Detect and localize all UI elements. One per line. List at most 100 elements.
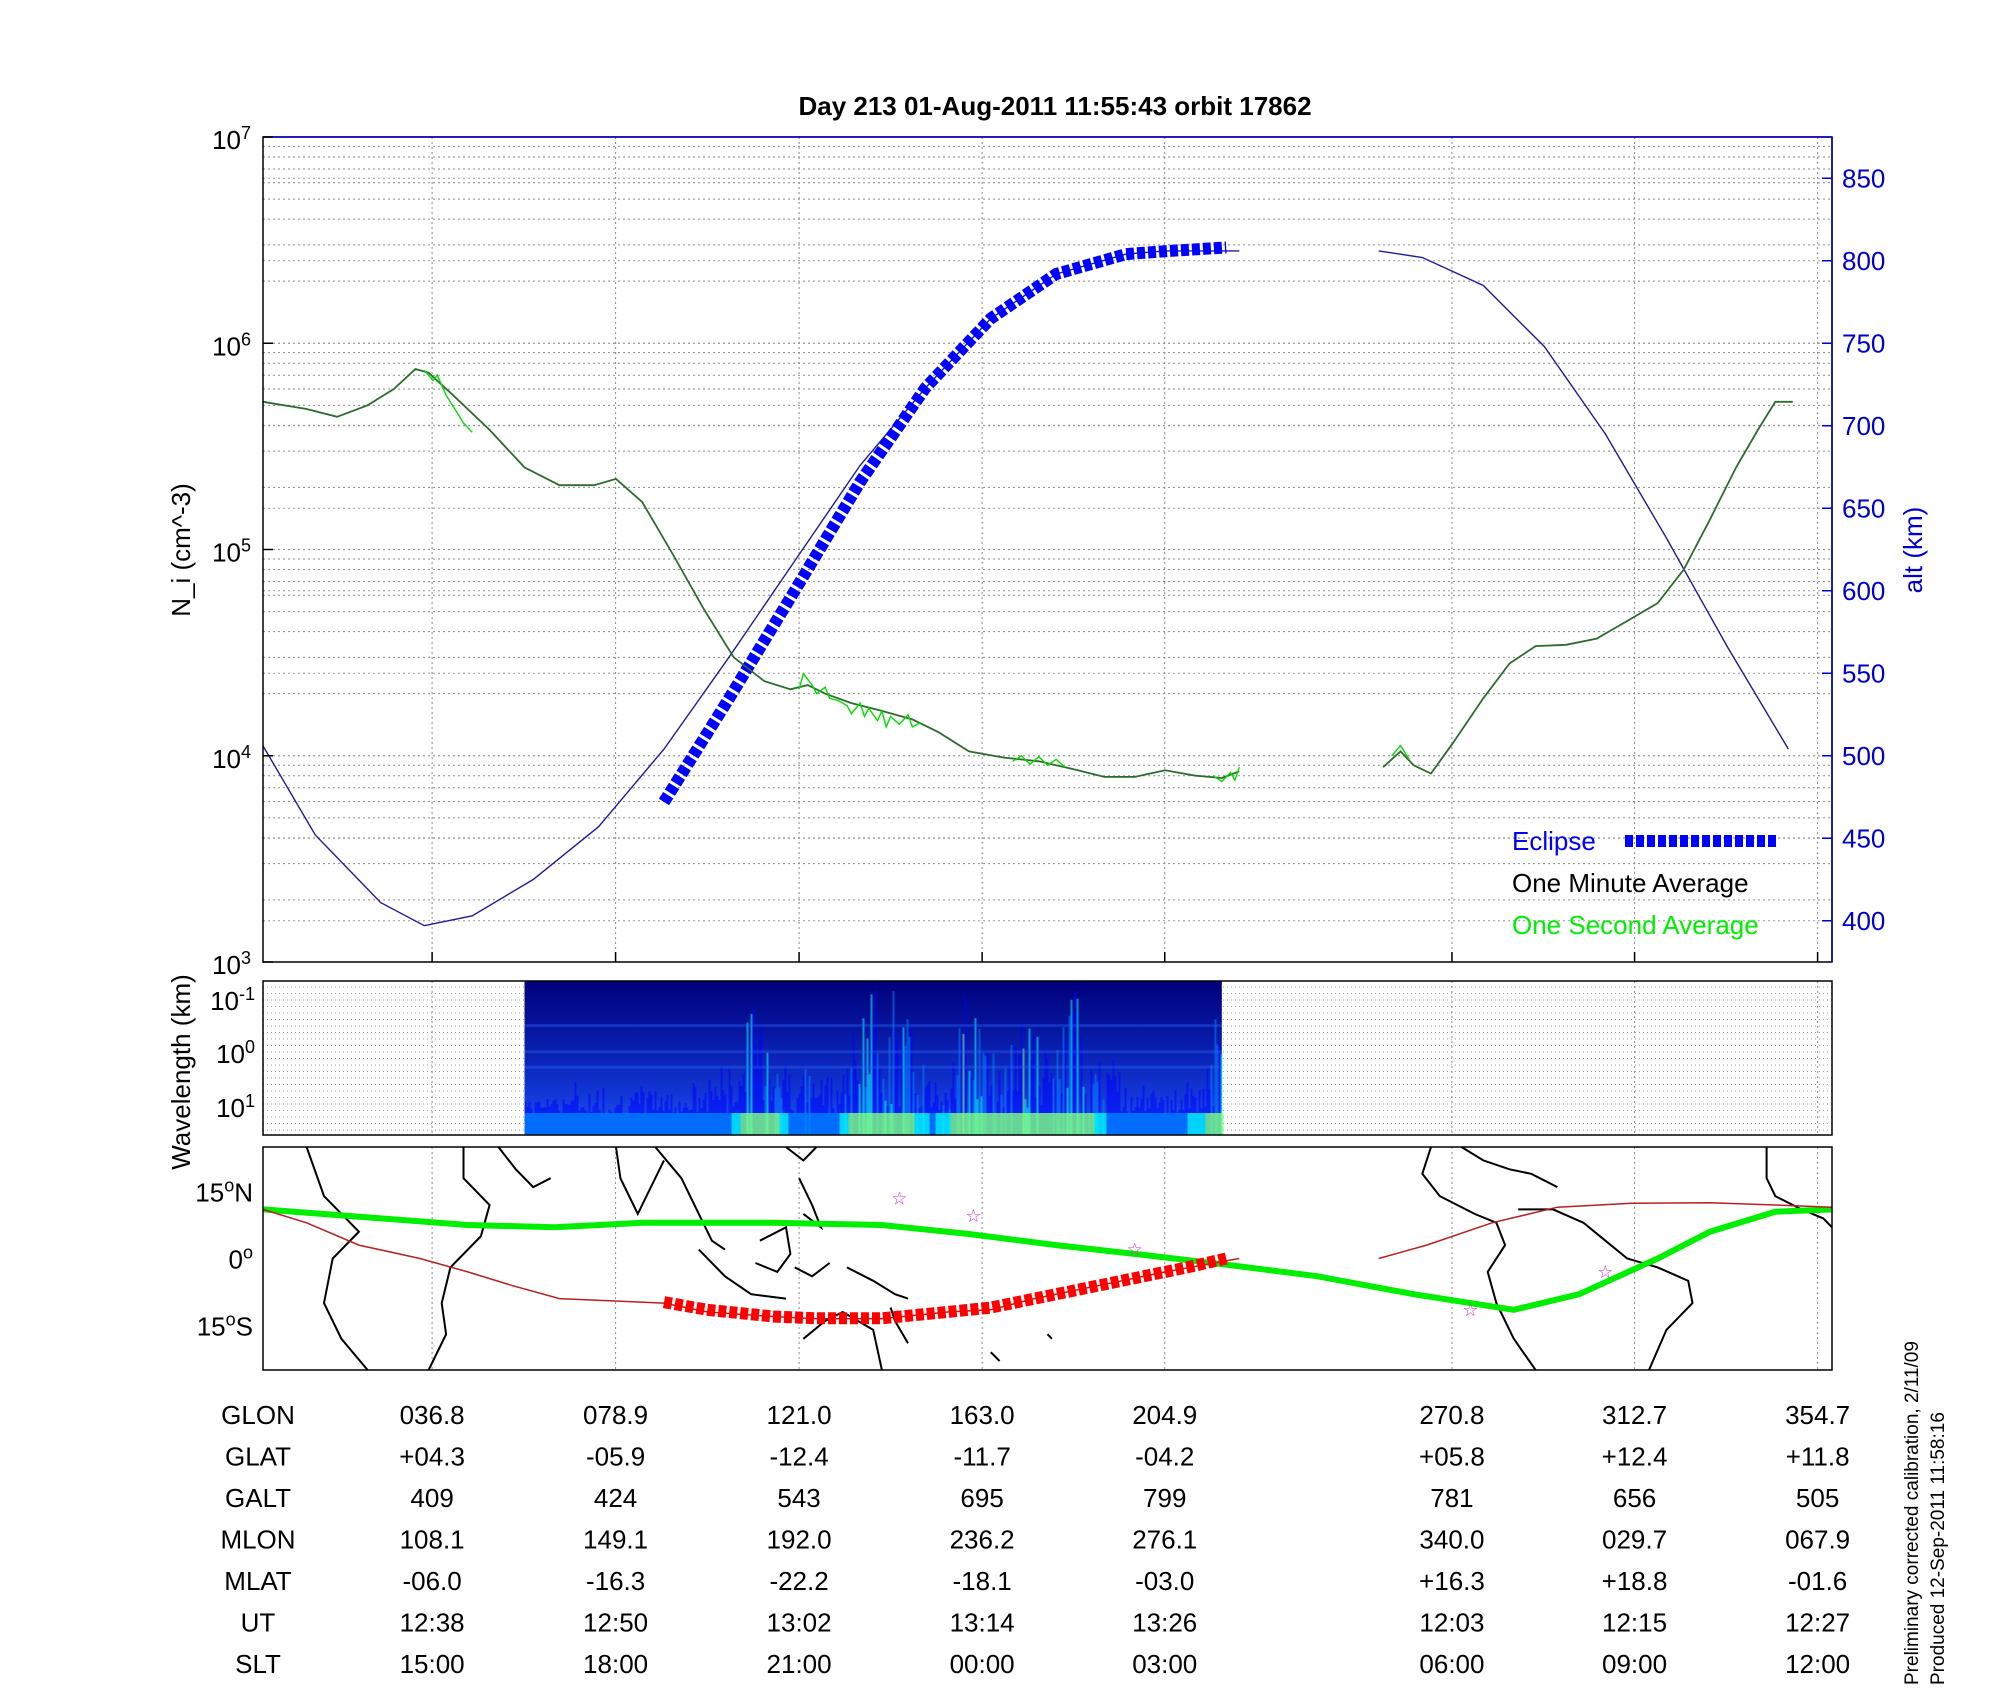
spectrogram-streak	[746, 1022, 749, 1135]
spectrogram-streak	[1214, 1019, 1217, 1135]
spectrogram-band	[866, 1113, 870, 1135]
table-row-label: GALT	[225, 1483, 291, 1513]
spectrogram-band	[1109, 1113, 1113, 1135]
spectrogram-streak	[912, 1071, 915, 1135]
spectrogram-band	[806, 1113, 810, 1135]
spectrogram-streak	[692, 1083, 695, 1135]
spectrogram-streak	[738, 1081, 741, 1135]
spectrogram-band	[578, 1113, 582, 1135]
spectrogram-streak	[1186, 1082, 1189, 1135]
spectrogram-band	[1100, 1113, 1104, 1135]
spec-tick-label: 10-1	[210, 984, 255, 1016]
spectrogram-band	[722, 1113, 726, 1135]
spectrogram-streak	[864, 1087, 867, 1135]
spectrogram-streak	[956, 1075, 959, 1135]
spectrogram-band	[1022, 1113, 1026, 1135]
spec-tick-label-base: 10	[216, 1093, 245, 1123]
spectrogram-streak	[754, 1043, 757, 1135]
right-tick-label: 450	[1842, 823, 1885, 853]
spectrogram-band	[770, 1113, 774, 1135]
spectrogram-band	[1118, 1113, 1122, 1135]
spectrogram-streak	[760, 1021, 763, 1135]
star-marker: ☆	[1462, 1300, 1478, 1320]
spectrogram-streak	[1076, 998, 1079, 1135]
spectrogram-band	[1181, 1113, 1185, 1135]
spectrogram-band	[851, 1113, 855, 1135]
series-one-second-line	[1391, 744, 1410, 760]
spectrogram-band	[1208, 1113, 1212, 1135]
table-row-label: GLAT	[225, 1442, 291, 1472]
spectrogram-band	[1196, 1113, 1200, 1135]
spectrogram-streak	[782, 1080, 785, 1135]
table-cell: 121.0	[767, 1400, 832, 1430]
spectrogram-band	[572, 1113, 576, 1135]
coastline	[654, 1146, 726, 1251]
spectrogram-band	[875, 1113, 879, 1135]
spectrogram-band	[575, 1113, 579, 1135]
table-cell: 781	[1430, 1483, 1473, 1513]
coastline	[755, 1225, 792, 1274]
spectrogram-streak	[774, 1088, 777, 1135]
spectrogram-band	[791, 1113, 795, 1135]
spectrogram-band	[1067, 1113, 1071, 1135]
map-panel-frame	[262, 1146, 1833, 1371]
spectrogram-band	[749, 1113, 753, 1135]
coastline	[1421, 1146, 1537, 1371]
spectrogram-band	[1061, 1113, 1065, 1135]
spectrogram-streak	[1054, 1079, 1057, 1135]
spectrogram-streak	[802, 1075, 805, 1135]
spectrogram-band	[545, 1113, 549, 1135]
spectrogram-streak	[928, 1081, 931, 1135]
spectrogram-streak	[894, 1028, 897, 1135]
spectrogram-streak	[800, 1086, 803, 1135]
table-cell: 09:00	[1602, 1649, 1667, 1679]
spectrogram-band	[548, 1113, 552, 1135]
spectrogram-streak	[904, 1045, 907, 1135]
spectrogram-band	[710, 1113, 714, 1135]
table-cell: +11.8	[1786, 1442, 1850, 1472]
map-lat-hemisphere: S	[236, 1311, 253, 1341]
table-row-label: UT	[241, 1608, 276, 1638]
spectrogram-band	[1127, 1113, 1131, 1135]
spectrogram-streak	[766, 1052, 769, 1135]
spectrogram-streak	[1006, 1090, 1009, 1135]
spectrogram-band	[665, 1113, 669, 1135]
spectrogram-band	[1055, 1113, 1059, 1135]
spectrogram-band	[1013, 1113, 1017, 1135]
spectrogram-band	[773, 1113, 777, 1135]
table-cell: 15:00	[400, 1649, 465, 1679]
spectrogram-streak	[750, 1013, 753, 1135]
spectrogram-band	[524, 1113, 528, 1135]
table-cell: -03.0	[1135, 1566, 1194, 1596]
table-row-label: MLAT	[224, 1566, 292, 1596]
spectrogram-band	[629, 1113, 633, 1135]
spectrogram-band	[1058, 1113, 1062, 1135]
side-note: Preliminary corrected calibration, 2/11/…	[1902, 1341, 1923, 1685]
coastline	[698, 1248, 787, 1300]
left-tick-label-exp: 5	[241, 536, 251, 556]
table-cell: 276.1	[1132, 1525, 1197, 1555]
spectrogram-streak	[1046, 1058, 1049, 1135]
spectrogram-streak	[1036, 1036, 1039, 1135]
table-cell: -06.0	[402, 1566, 461, 1596]
right-tick-label: 550	[1842, 658, 1885, 688]
spectrogram-band	[1163, 1113, 1167, 1135]
spectrogram-band	[1085, 1113, 1089, 1135]
series-one-second-line	[1212, 766, 1240, 783]
spectrogram-band	[926, 1113, 930, 1135]
series-one-second-line	[1012, 754, 1066, 768]
spectrogram-band	[590, 1113, 594, 1135]
spectrogram-streak	[934, 1082, 937, 1135]
spectrogram-streak	[910, 1028, 913, 1135]
spectrogram-streak	[850, 1068, 853, 1135]
spectrogram-band	[1211, 1113, 1215, 1135]
spectrogram-streak	[778, 1087, 781, 1135]
coastline	[802, 1310, 883, 1371]
spec-tick-label: 101	[216, 1091, 255, 1123]
spectrogram-streak	[876, 1053, 879, 1135]
spectrogram-band	[1217, 1113, 1221, 1135]
spectrogram-band	[542, 1113, 546, 1135]
table-cell: 078.9	[583, 1400, 648, 1430]
spectrogram-streak	[854, 1059, 857, 1135]
table-cell: 13:26	[1132, 1608, 1197, 1638]
